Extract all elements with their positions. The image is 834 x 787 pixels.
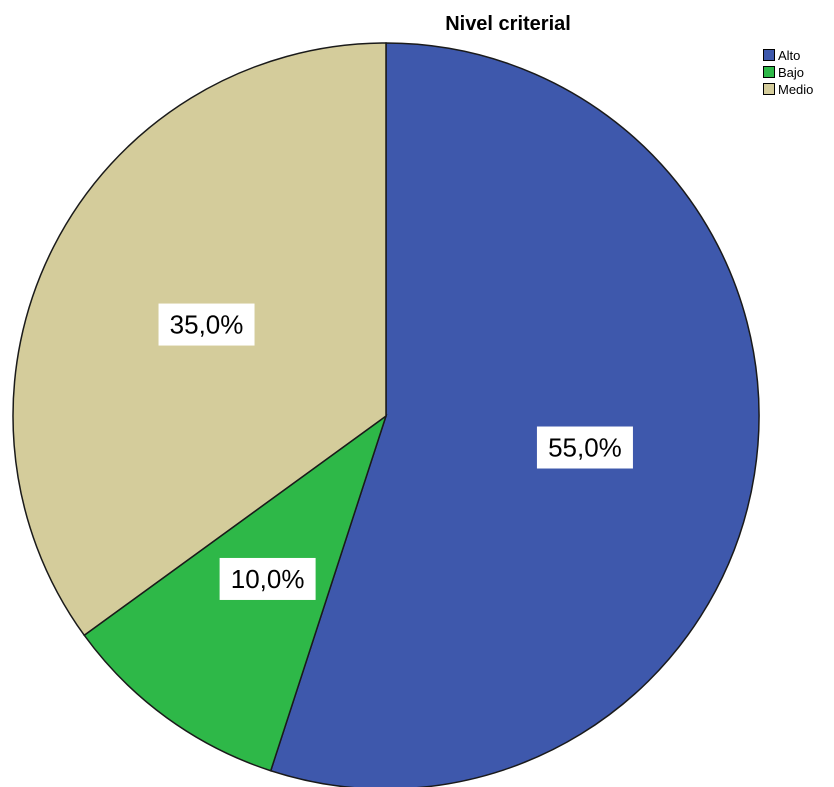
slice-label-box-bajo — [219, 557, 316, 600]
slice-labels: 55,0% 10,0% 35,0% — [158, 303, 633, 600]
slice-label-text-alto: 55,0% — [548, 433, 622, 463]
legend: Alto Bajo Medio — [763, 47, 813, 98]
legend-swatch-medio — [763, 83, 775, 95]
legend-swatch-alto — [763, 49, 775, 61]
slice-label-text-medio: 35,0% — [170, 310, 244, 340]
legend-label-bajo: Bajo — [778, 64, 805, 80]
legend-item-medio: Medio — [763, 81, 813, 97]
legend-label-alto: Alto — [778, 47, 801, 63]
legend-item-alto: Alto — [763, 47, 813, 63]
slice-label-bajo: 10,0% — [219, 557, 316, 600]
slice-label-text-bajo: 10,0% — [231, 564, 305, 594]
slice-label-box-alto — [536, 426, 633, 469]
legend-item-bajo: Bajo — [763, 64, 813, 80]
pie-slices — [12, 42, 760, 787]
slice-label-alto: 55,0% — [536, 426, 633, 469]
legend-label-medio: Medio — [778, 81, 814, 97]
chart-title: Nivel criterial — [445, 13, 571, 35]
slice-label-medio: 35,0% — [158, 303, 255, 346]
legend-swatch-bajo — [763, 66, 775, 78]
pie-slice-alto — [269, 42, 760, 787]
slice-label-box-medio — [158, 303, 255, 346]
